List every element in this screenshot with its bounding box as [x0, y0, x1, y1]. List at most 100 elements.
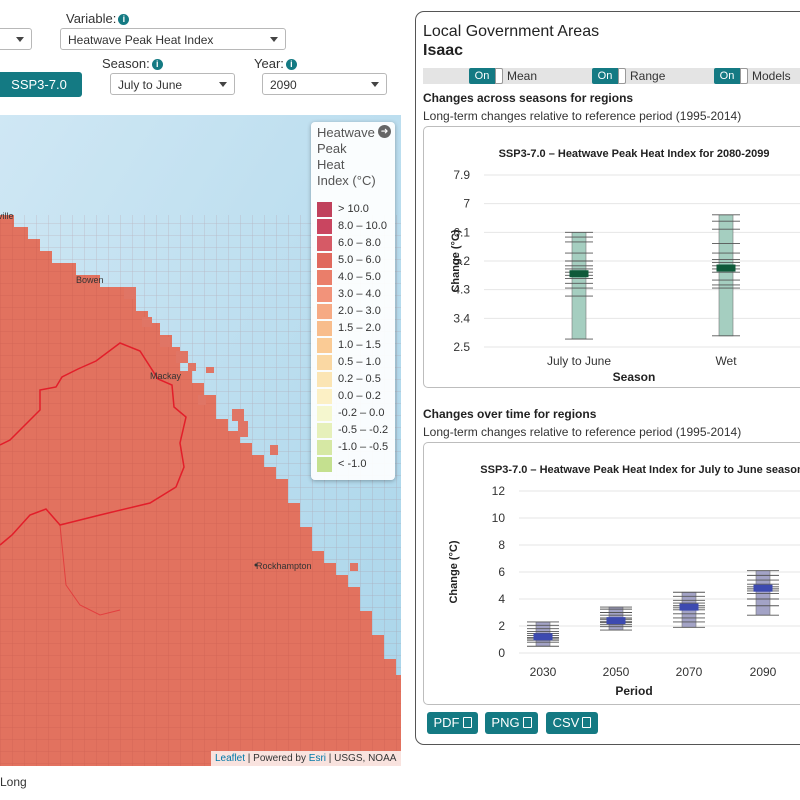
- legend-swatch: [317, 202, 332, 217]
- legend-swatch: [317, 253, 332, 268]
- chevron-down-icon: [371, 82, 379, 87]
- y-axis-label: Change (°C): [450, 229, 462, 292]
- attribution-sep: | Powered by: [245, 753, 309, 764]
- toggle-models-label: Models: [752, 69, 791, 83]
- png-button-label: PNG: [491, 715, 520, 730]
- season-label: Season:: [102, 56, 150, 71]
- attribution-rest: | USGS, NOAA: [326, 753, 397, 764]
- x-axis-label: Season: [613, 370, 656, 384]
- toggle-knob: [618, 68, 626, 84]
- y-tick-label: 4: [498, 592, 505, 606]
- legend-swatch: [317, 457, 332, 472]
- map-attribution: Leaflet | Powered by Esri | USGS, NOAA: [211, 751, 401, 766]
- coastal-cells: [124, 287, 358, 571]
- info-icon[interactable]: i: [118, 14, 130, 25]
- y-tick-label: 0: [498, 646, 505, 660]
- x-tick-label: July to June: [547, 354, 611, 368]
- y-tick-label: 12: [492, 484, 506, 498]
- leaflet-link[interactable]: Leaflet: [215, 753, 246, 764]
- season-select[interactable]: July to June: [110, 73, 235, 95]
- toggle-range-state: On: [592, 68, 618, 84]
- chevron-down-icon: [270, 37, 278, 42]
- range-bar: [755, 570, 771, 616]
- year-select-value: 2090: [270, 78, 297, 92]
- x-tick-label: 2050: [603, 665, 630, 679]
- legend-swatch: [317, 440, 332, 455]
- esri-link[interactable]: Esri: [308, 753, 327, 764]
- mean-marker: [533, 633, 553, 641]
- pdf-button-label: PDF: [433, 715, 460, 730]
- variable-label: Variable:: [66, 11, 117, 26]
- year-select[interactable]: 2090: [262, 73, 387, 95]
- section2-title: Changes over time for regions: [423, 407, 597, 421]
- year-label: Year:: [254, 56, 284, 71]
- y-tick-label: 2: [498, 619, 505, 633]
- variable-select[interactable]: Heatwave Peak Heat Index: [60, 28, 286, 50]
- y-tick-label: 3.4: [453, 311, 470, 325]
- pdf-button[interactable]: PDF: [427, 712, 478, 734]
- legend-swatch: [317, 270, 332, 285]
- png-button[interactable]: PNG: [485, 712, 538, 734]
- variable-label-group: Variable: i: [66, 11, 130, 26]
- y-tick-label: 6.1: [453, 225, 470, 239]
- y-tick-label: 7: [463, 197, 470, 211]
- toggle-knob: [495, 68, 503, 84]
- scenario-button[interactable]: SSP3-7.0: [0, 72, 82, 97]
- legend-swatch: [317, 423, 332, 438]
- legend-label: 5.0 – 6.0: [338, 254, 381, 266]
- x-tick-label: 2070: [676, 665, 703, 679]
- y-tick-label: 2.5: [453, 340, 470, 354]
- mean-marker: [569, 270, 589, 278]
- range-bar: [718, 214, 734, 337]
- legend-label: 0.0 – 0.2: [338, 390, 381, 402]
- file-icon: [462, 717, 472, 728]
- legend-swatch: [317, 236, 332, 251]
- legend-swatch: [317, 338, 332, 353]
- region-select[interactable]: [0, 28, 32, 50]
- y-tick-label: 7.9: [453, 168, 470, 182]
- legend-swatch: [317, 287, 332, 302]
- toggle-models-state: On: [714, 68, 740, 84]
- legend-label: -1.0 – -0.5: [338, 441, 389, 453]
- y-tick-label: 8: [498, 538, 505, 552]
- mean-marker: [753, 584, 773, 592]
- panel-heading: Local Government Areas: [423, 23, 600, 40]
- toggle-bar: On Mean On Range On Models: [423, 68, 800, 84]
- mean-marker: [679, 603, 699, 611]
- toggle-mean-label: Mean: [507, 69, 538, 83]
- info-icon[interactable]: i: [285, 59, 297, 70]
- section2-subtitle: Long-term changes relative to reference …: [423, 425, 742, 439]
- panel-region: Isaac: [423, 42, 464, 59]
- legend-label: < -1.0: [338, 458, 367, 470]
- legend-label: 6.0 – 8.0: [338, 237, 381, 249]
- secondary-boundary: [59, 524, 121, 616]
- legend-label: 0.5 – 1.0: [338, 356, 381, 368]
- y-axis-label: Change (°C): [448, 540, 460, 603]
- y-tick-label: 4.3: [453, 283, 470, 297]
- map-place-2: Bowen: [76, 275, 104, 285]
- legend-title: Heatwave Peak Heat Index (°C): [317, 125, 376, 188]
- arrow-right-icon[interactable]: ➜: [378, 125, 391, 138]
- y-tick-label: 5.2: [453, 254, 470, 268]
- lga-panel: Local Government Areas Isaac On Mean On …: [415, 11, 800, 745]
- info-icon[interactable]: i: [151, 59, 163, 70]
- legend-label: > 10.0: [338, 203, 369, 215]
- map-place-3: Mackay: [150, 371, 182, 381]
- csv-button[interactable]: CSV: [546, 712, 598, 734]
- legend-label: -0.5 – -0.2: [338, 424, 389, 436]
- y-tick-label: 6: [498, 565, 505, 579]
- toggle-mean-state: On: [469, 68, 495, 84]
- legend-label: -0.2 – 0.0: [338, 407, 385, 419]
- legend-swatch: [317, 321, 332, 336]
- legend-swatch: [317, 219, 332, 234]
- x-tick-label: 2090: [750, 665, 777, 679]
- x-tick-label: 2030: [530, 665, 557, 679]
- legend-label: 0.2 – 0.5: [338, 373, 381, 385]
- range-bar: [571, 232, 587, 340]
- legend-label: 1.5 – 2.0: [338, 322, 381, 334]
- season-chart-box: SSP3-7.0 – Heatwave Peak Heat Index for …: [423, 126, 800, 388]
- legend-swatch: [317, 304, 332, 319]
- section1-subtitle: Long-term changes relative to reference …: [423, 109, 742, 123]
- season-select-value: July to June: [118, 78, 183, 92]
- period-chart-box: SSP3-7.0 – Heatwave Peak Heat Index for …: [423, 442, 800, 705]
